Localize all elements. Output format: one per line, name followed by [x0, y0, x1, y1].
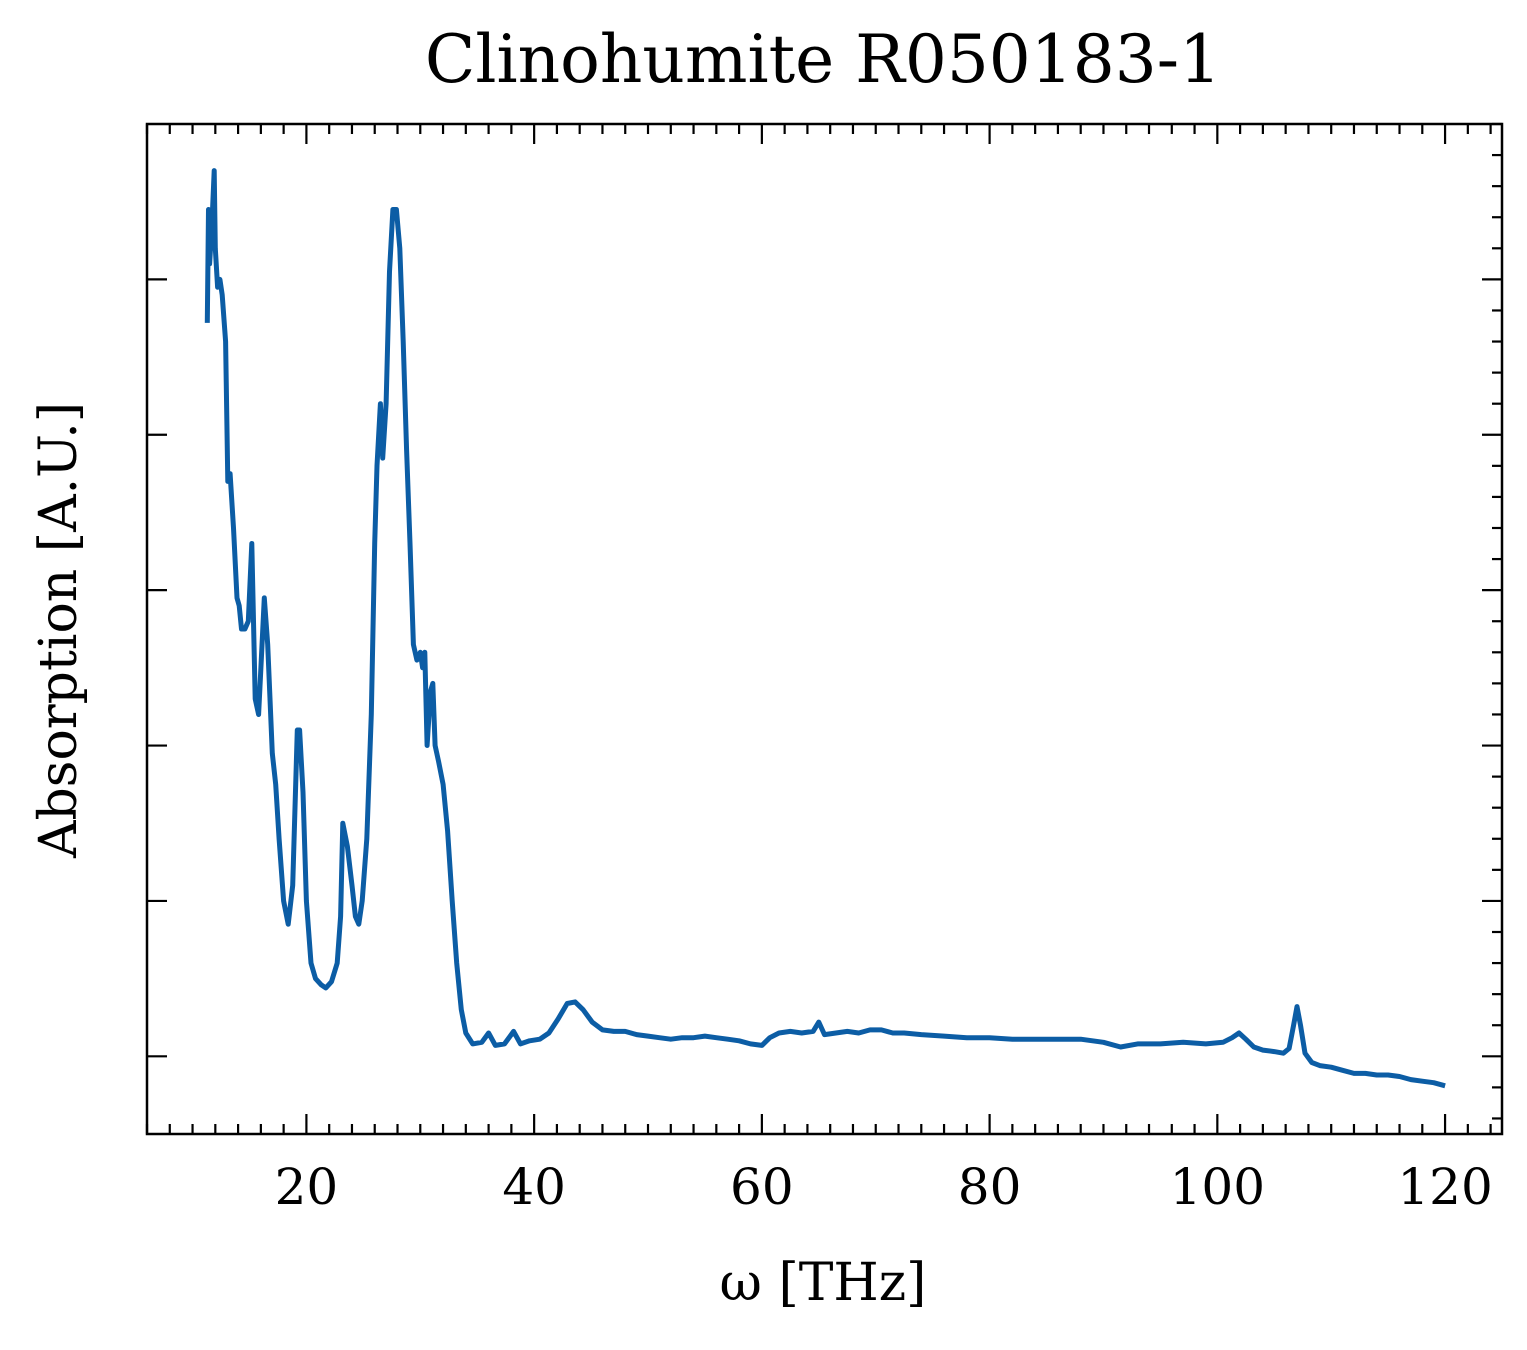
x-tick-label: 120 — [1397, 1158, 1492, 1216]
x-axis-label: ω [THz] — [720, 1253, 927, 1313]
x-tick-label: 20 — [275, 1158, 339, 1216]
x-tick-label: 100 — [1170, 1158, 1265, 1216]
x-tick-label: 80 — [958, 1158, 1022, 1216]
y-axis-label: Absorption [A.U.] — [29, 402, 89, 859]
plot-frame — [145, 122, 1504, 1136]
series-line-0 — [204, 168, 1446, 1089]
plot-area: 20 40 60 80 100 120 — [145, 122, 1504, 1216]
chart-title: Clinohumite R050183-1 — [425, 21, 1221, 98]
x-tick-label: 60 — [730, 1158, 794, 1216]
x-tick-label: 40 — [502, 1158, 566, 1216]
